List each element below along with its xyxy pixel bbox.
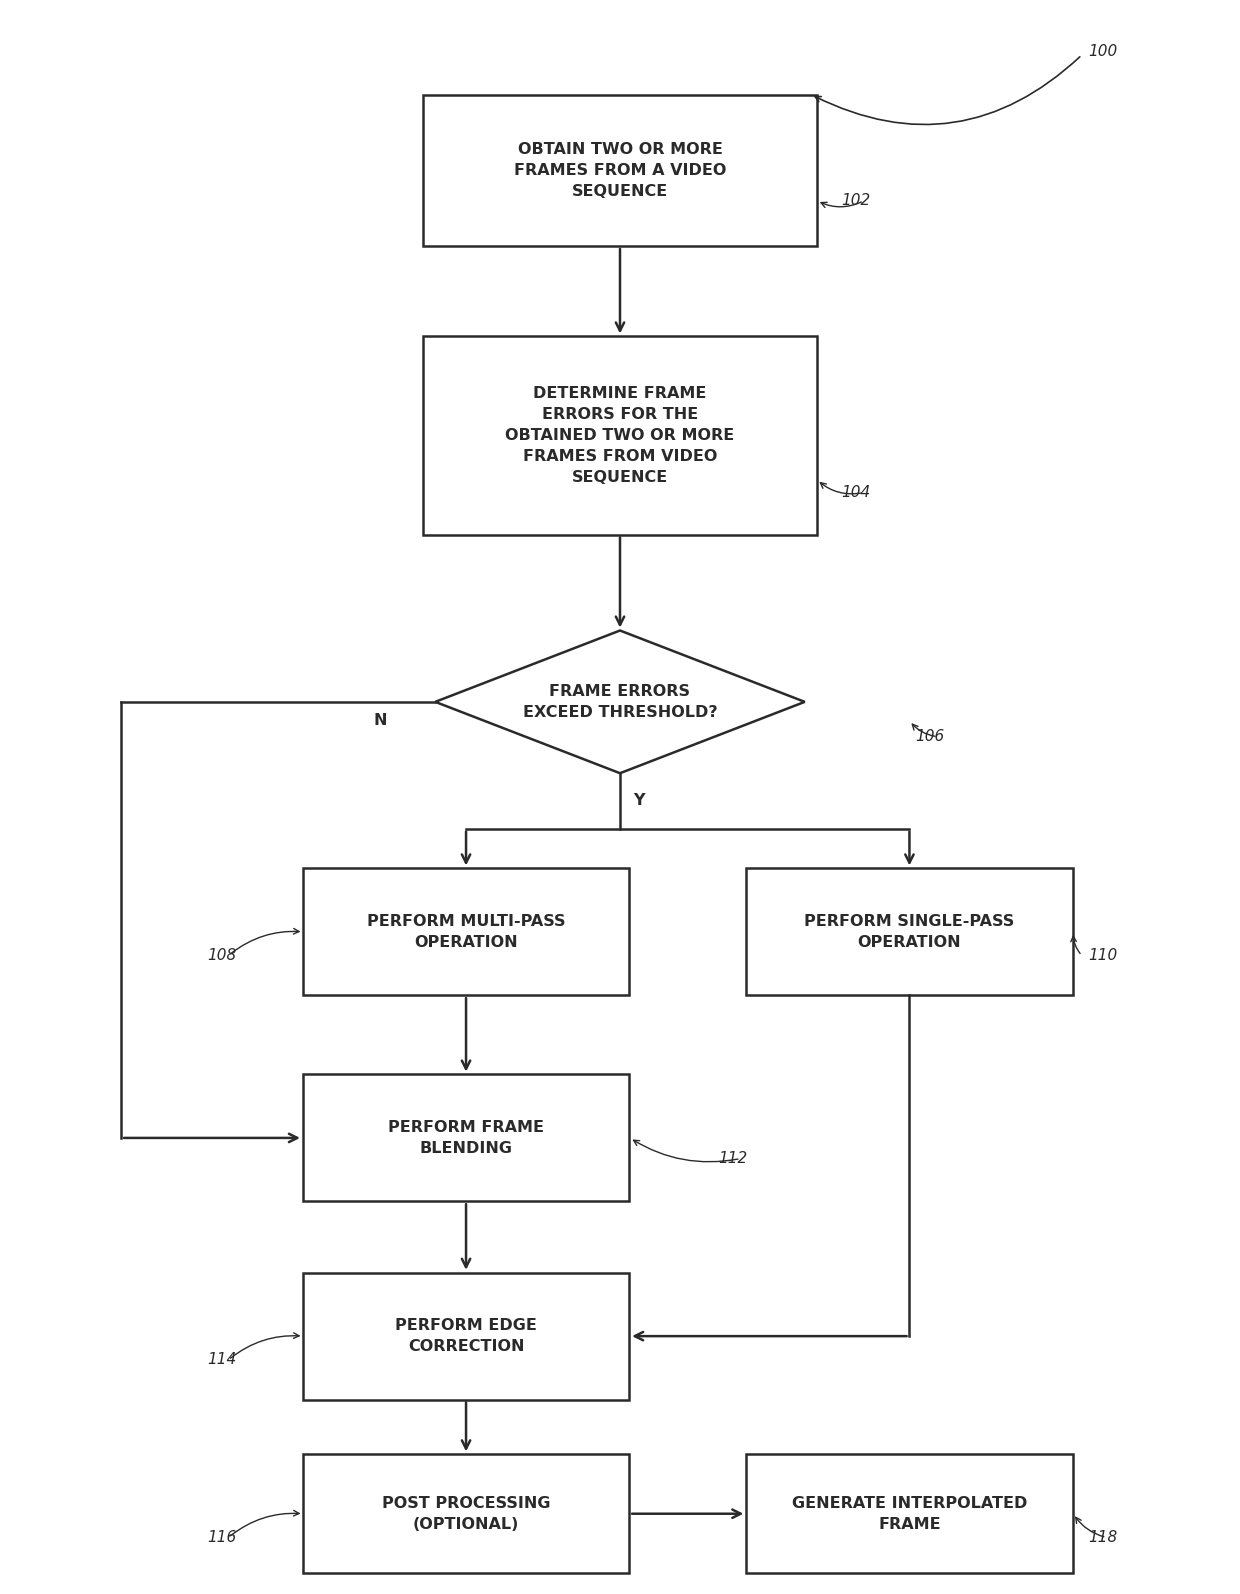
Text: 116: 116 (207, 1530, 237, 1545)
Text: 108: 108 (207, 948, 237, 963)
Text: FRAME ERRORS
EXCEED THRESHOLD?: FRAME ERRORS EXCEED THRESHOLD? (523, 684, 717, 720)
Text: 114: 114 (207, 1352, 237, 1368)
Text: 104: 104 (842, 485, 870, 501)
FancyBboxPatch shape (746, 1454, 1073, 1573)
Text: POST PROCESSING
(OPTIONAL): POST PROCESSING (OPTIONAL) (382, 1495, 551, 1532)
Text: Y: Y (632, 792, 645, 808)
Text: 100: 100 (1087, 45, 1117, 59)
Text: DETERMINE FRAME
ERRORS FOR THE
OBTAINED TWO OR MORE
FRAMES FROM VIDEO
SEQUENCE: DETERMINE FRAME ERRORS FOR THE OBTAINED … (506, 386, 734, 485)
Text: PERFORM MULTI-PASS
OPERATION: PERFORM MULTI-PASS OPERATION (367, 913, 565, 950)
Text: 112: 112 (718, 1151, 748, 1167)
Text: PERFORM FRAME
BLENDING: PERFORM FRAME BLENDING (388, 1121, 544, 1156)
FancyBboxPatch shape (423, 96, 817, 245)
Text: PERFORM EDGE
CORRECTION: PERFORM EDGE CORRECTION (396, 1318, 537, 1355)
Text: N: N (373, 714, 387, 728)
FancyBboxPatch shape (303, 1074, 629, 1202)
Text: 118: 118 (1087, 1530, 1117, 1545)
FancyBboxPatch shape (746, 869, 1073, 995)
Text: 106: 106 (915, 728, 945, 744)
Text: GENERATE INTERPOLATED
FRAME: GENERATE INTERPOLATED FRAME (792, 1495, 1027, 1532)
FancyBboxPatch shape (303, 1272, 629, 1400)
Text: 102: 102 (842, 193, 870, 209)
Text: 110: 110 (1087, 948, 1117, 963)
Text: PERFORM SINGLE-PASS
OPERATION: PERFORM SINGLE-PASS OPERATION (805, 913, 1014, 950)
FancyBboxPatch shape (303, 1454, 629, 1573)
Polygon shape (435, 631, 805, 773)
Text: OBTAIN TWO OR MORE
FRAMES FROM A VIDEO
SEQUENCE: OBTAIN TWO OR MORE FRAMES FROM A VIDEO S… (513, 142, 727, 199)
FancyBboxPatch shape (423, 336, 817, 534)
FancyBboxPatch shape (303, 869, 629, 995)
